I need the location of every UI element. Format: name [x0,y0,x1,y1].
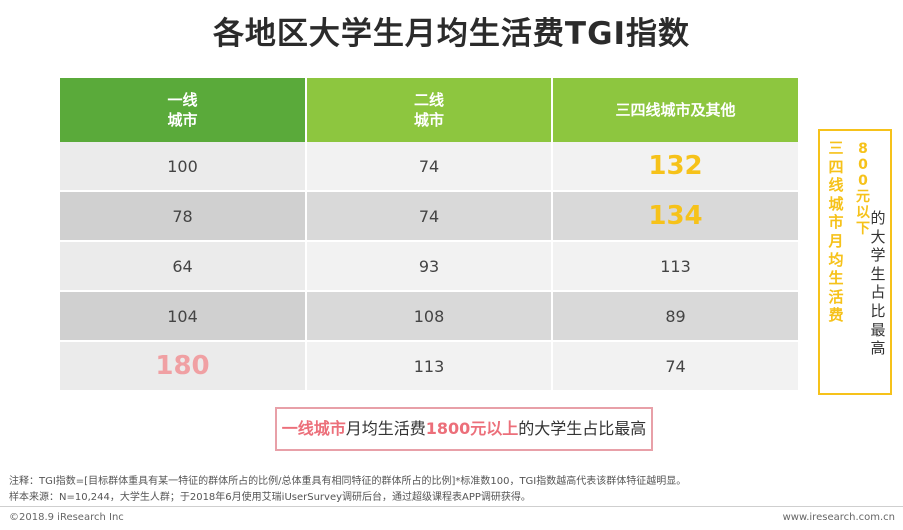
column-header-label: 三四线城市及其他 [615,101,736,119]
callout-text: 月均生活费 [345,419,426,438]
table-cell: 78 [60,191,307,242]
side-callout: 三四线城市月均生活费 800元以下 的大学生占比最高 [818,129,892,395]
column-header-label: 一线 城市 [167,91,198,129]
table-cell: 100 [60,142,307,192]
table-header-row: 一线 城市 二线 城市 三四线城市及其他 [60,78,798,142]
footnote-source: 样本来源：N=10,244，大学生人群；于2018年6月使用艾瑞iUserSur… [9,492,531,503]
table-cell: 93 [306,241,553,292]
bottom-callout: 一线城市月均生活费1800元以上的大学生占比最高 [275,407,653,451]
callout-amount: 1800元以上 [425,419,519,438]
callout-amount: 800元以下 [856,141,870,237]
table-cell-highlight: 134 [552,191,798,242]
column-header-tier2: 二线 城市 [306,78,553,142]
column-header-tier1: 一线 城市 [60,78,307,142]
table-cell: 113 [306,341,553,392]
footnote-note: 注释：TGI指数=[目标群体重具有某一特征的群体所占的比例/总体重具有相同特征的… [9,476,687,487]
callout-city-tier: 一线城市 [281,419,346,438]
table-cell: 74 [552,341,798,392]
table-cell-highlight: 132 [552,142,798,192]
table-cell: 113 [552,241,798,292]
highlight-value: 134 [648,201,703,231]
footer-divider [0,506,903,507]
page-title: 各地区大学生月均生活费TGI指数 [212,16,691,52]
copyright: ©2018.9 iResearch Inc [9,512,124,523]
column-header-label: 二线 城市 [413,91,444,129]
table-row: 78 74 134 [60,191,798,242]
table-cell: 89 [552,291,798,342]
highlight-value: 132 [648,151,703,181]
callout-text: 的大学生占比最高 [518,419,647,438]
table-row: 104 108 89 [60,291,798,342]
tgi-table: 一线 城市 二线 城市 三四线城市及其他 100 74 132 78 74 13… [60,78,798,392]
table-cell: 74 [306,191,553,242]
table-cell: 64 [60,241,307,292]
table-cell: 108 [306,291,553,342]
table-cell: 74 [306,142,553,192]
table-cell-highlight: 180 [60,341,307,392]
table-row: 64 93 113 [60,241,798,292]
table-cell: 104 [60,291,307,342]
table-row: 100 74 132 [60,142,798,192]
website-link[interactable]: www.iresearch.com.cn [782,512,895,523]
column-header-tier3-4: 三四线城市及其他 [552,78,798,142]
callout-text: 的大学生占比最高 [870,209,886,358]
highlight-value: 180 [155,351,210,381]
callout-city-tier: 三四线城市月均生活费 [828,139,844,325]
table-row: 180 113 74 [60,341,798,392]
